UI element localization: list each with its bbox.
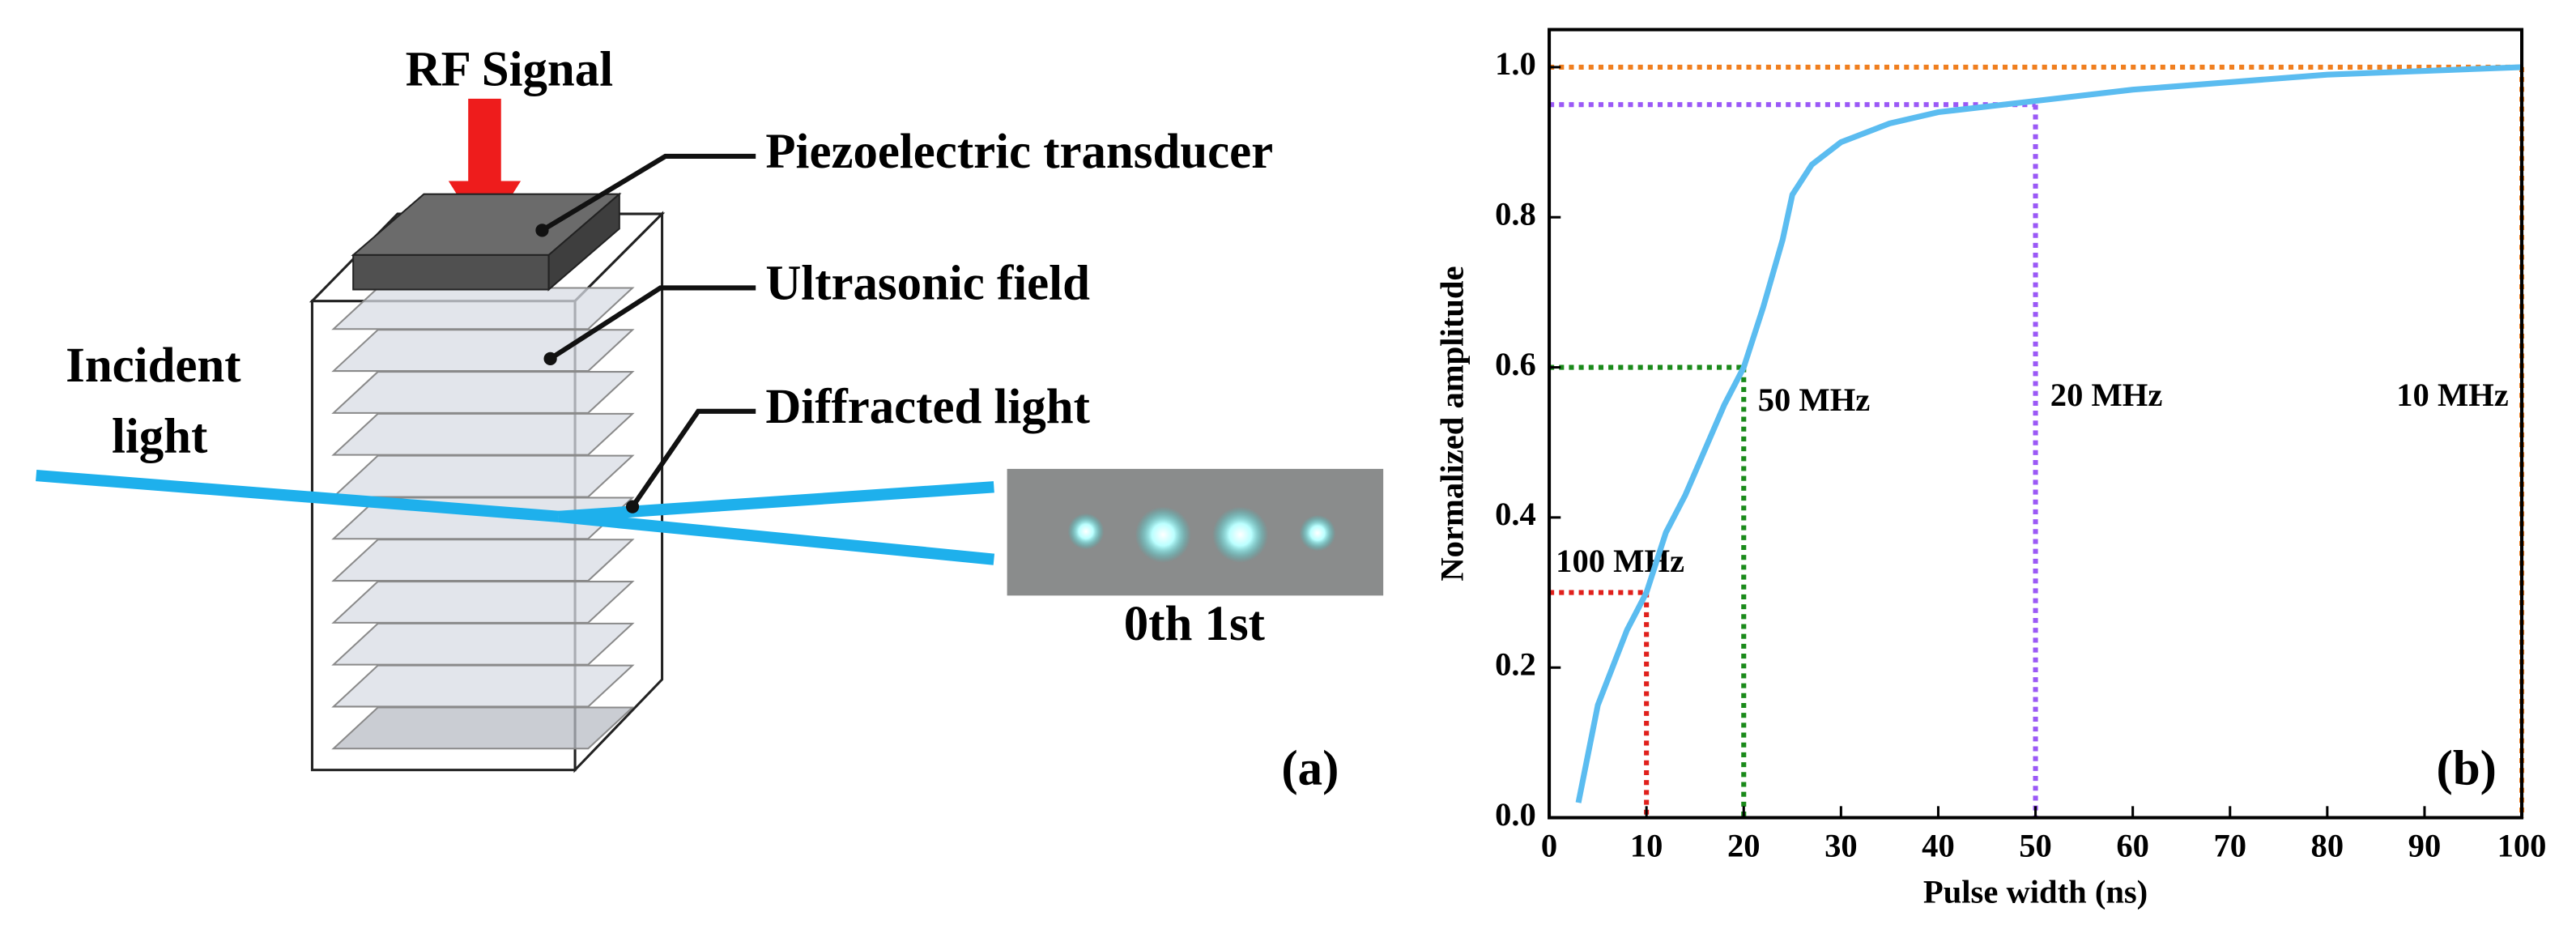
x-tick-label: 50 (2019, 827, 2052, 863)
ultrasonic-label: Ultrasonic field (765, 256, 1090, 310)
layer (331, 664, 635, 708)
layer (331, 622, 635, 666)
chart: 100 MHz 50 MHz 20 MHz 10 MHz 0 10 20 30 40 50 60 70… (1434, 28, 2547, 910)
guide-label: 20 MHz (2050, 377, 2163, 413)
rf-label: RF Signal (406, 42, 613, 96)
x-tick-label: 10 (1630, 827, 1663, 863)
layer (331, 454, 635, 498)
diffracted-label: Diffracted light (765, 380, 1090, 434)
leader (548, 285, 756, 361)
spot (1135, 506, 1191, 563)
layer (331, 412, 635, 456)
x-tick-label: 70 (2213, 827, 2246, 863)
layer (331, 706, 635, 750)
guide-label: 100 MHz (1556, 543, 1684, 579)
leader-dot (625, 500, 640, 513)
x-tick-label: 60 (2116, 827, 2149, 863)
y-tick-label: 1.0 (1495, 45, 1536, 82)
transducer-side (547, 192, 620, 292)
incident-label: Incident (66, 339, 241, 393)
leader (540, 153, 756, 232)
x-tick-label: 20 (1727, 827, 1761, 863)
layer (331, 371, 635, 414)
leader-dot (543, 352, 557, 365)
diagram: RF Signal Piezoelectric transducer Ultra… (36, 42, 1384, 796)
curve (1575, 64, 2523, 803)
x-tick-label: 0 (1541, 827, 1557, 863)
spot (1299, 514, 1336, 552)
guide-label: 50 MHz (1758, 381, 1871, 418)
incident-beam (36, 469, 560, 522)
layer (331, 287, 635, 330)
x-tick-label: 40 (1922, 827, 1955, 863)
x-tick-label: 90 (2408, 827, 2442, 863)
orders-label: 0th 1st (1124, 597, 1266, 651)
diffracted-beam (558, 510, 995, 565)
layer (331, 581, 635, 624)
x-axis-title: Pulse width (ns) (1923, 873, 2148, 910)
transducer-front (352, 254, 550, 291)
y-tick-label: 0.8 (1495, 196, 1536, 232)
y-tick-label: 0.4 (1495, 496, 1536, 532)
panel-label: (a) (1281, 742, 1339, 796)
spot (1067, 513, 1105, 550)
y-tick-label: 0.6 (1495, 346, 1536, 382)
y-tick-label: 0.0 (1495, 796, 1536, 833)
incident-label: light (112, 409, 208, 463)
leader (630, 408, 756, 509)
spot (1212, 506, 1269, 563)
x-tick-label: 100 (2497, 827, 2547, 863)
y-axis-title: Normalized amplitude (1434, 266, 1471, 581)
panel-label: (b) (2437, 742, 2497, 796)
leader-dot (535, 224, 549, 237)
x-tick-label: 80 (2311, 827, 2344, 863)
x-tick-label: 30 (1824, 827, 1858, 863)
y-tick-label: 0.2 (1495, 646, 1536, 683)
piezo-label: Piezoelectric transducer (765, 125, 1273, 179)
guide-label: 10 MHz (2396, 377, 2509, 413)
layer (331, 539, 635, 582)
arrow (468, 98, 501, 185)
